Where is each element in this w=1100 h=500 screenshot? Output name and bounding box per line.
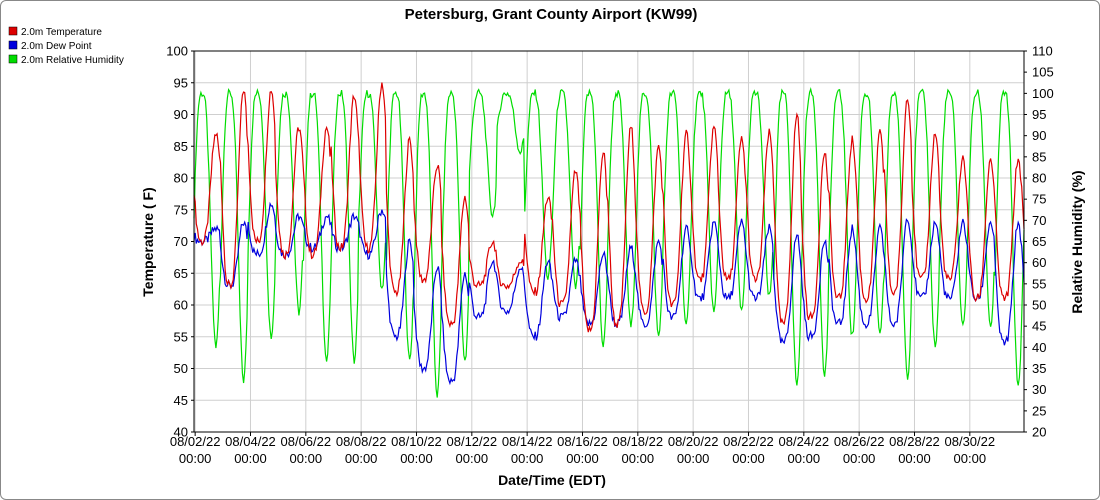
x-axis-label: Date/Time (EDT) [498, 472, 606, 488]
x-tick-date: 08/12/22 [447, 434, 498, 449]
y-right-tick-label: 20 [1032, 425, 1046, 440]
y-right-tick-label: 95 [1032, 107, 1046, 122]
x-tick-time: 00:00 [898, 451, 931, 466]
y-right-tick-label: 75 [1032, 192, 1046, 207]
y-right-tick-label: 90 [1032, 128, 1046, 143]
y-tick-label: 70 [174, 234, 188, 249]
series-line-2 [193, 87, 1025, 398]
x-tick-time: 00:00 [234, 451, 267, 466]
y-right-tick-label: 80 [1032, 171, 1046, 186]
x-tick-date: 08/28/22 [889, 434, 940, 449]
x-tick-date: 08/08/22 [336, 434, 387, 449]
legend-label: 2.0m Relative Humidity [21, 55, 124, 66]
x-tick-date: 08/16/22 [557, 434, 608, 449]
x-tick-time: 00:00 [788, 451, 821, 466]
y-right-tick-label: 60 [1032, 255, 1046, 270]
x-tick-time: 00:00 [732, 451, 765, 466]
legend-swatch [8, 40, 18, 50]
x-tick-date: 08/22/22 [723, 434, 774, 449]
y-right-tick-label: 40 [1032, 340, 1046, 355]
y-axis-label: Temperature ( F) [140, 187, 156, 296]
series-line-1 [193, 201, 1025, 386]
x-tick-date: 08/24/22 [779, 434, 830, 449]
series-layer [193, 82, 1025, 398]
x-tick-date: 08/14/22 [502, 434, 553, 449]
x-tick-date: 08/26/22 [834, 434, 885, 449]
y-right-tick-label: 105 [1032, 65, 1054, 80]
y-right-tick-label: 55 [1032, 276, 1046, 291]
y-right-tick-label: 110 [1032, 44, 1053, 59]
legend: 2.0m Temperature 2.0m Dew Point 2.0m Relat… [8, 26, 124, 66]
x-tick-time: 00:00 [511, 451, 544, 466]
y-right-tick-label: 25 [1032, 403, 1046, 418]
y-axis-right: 20 25 30 35 40 45 50 55 60 65 70 75 80 85 90 95 100 105 11… [1024, 44, 1054, 440]
x-tick-date: 08/10/22 [391, 434, 442, 449]
x-tick-time: 00:00 [290, 451, 323, 466]
y-right-tick-label: 50 [1032, 298, 1046, 313]
y-tick-label: 90 [174, 107, 188, 122]
y-axis-right-label: Relative Humidity (%) [1069, 170, 1085, 313]
chart-title: Petersburg, Grant County Airport (KW99) [405, 6, 698, 23]
y-tick-label: 95 [174, 75, 188, 90]
legend-label: 2.0m Dew Point [21, 41, 92, 52]
y-axis-left: 40 45 50 55 60 65 70 75 80 85 90 95 100 [166, 44, 194, 440]
x-tick-time: 00:00 [456, 451, 489, 466]
y-tick-label: 65 [174, 266, 188, 281]
x-tick-date: 08/02/22 [170, 434, 221, 449]
y-tick-label: 100 [166, 44, 188, 59]
y-right-tick-label: 100 [1032, 86, 1054, 101]
x-axis: 08/02/22 00:00 08/04/22 00:00 08/06/22 00:00 0… [170, 432, 995, 466]
x-tick-time: 00:00 [345, 451, 378, 466]
y-tick-label: 75 [174, 202, 188, 217]
x-tick-date: 08/04/22 [225, 434, 276, 449]
y-right-tick-label: 85 [1032, 149, 1046, 164]
x-tick-time: 00:00 [179, 451, 212, 466]
y-tick-label: 80 [174, 171, 188, 186]
y-right-tick-label: 65 [1032, 234, 1046, 249]
y-tick-label: 85 [174, 139, 188, 154]
y-tick-label: 55 [174, 329, 188, 344]
y-tick-label: 60 [174, 298, 188, 313]
y-right-tick-label: 70 [1032, 213, 1046, 228]
x-tick-time: 00:00 [622, 451, 655, 466]
y-tick-label: 40 [174, 425, 188, 440]
legend-label: 2.0m Temperature [21, 27, 102, 38]
x-tick-date: 08/18/22 [613, 434, 664, 449]
y-right-tick-label: 30 [1032, 382, 1046, 397]
y-right-tick-label: 35 [1032, 361, 1046, 376]
x-tick-date: 08/20/22 [668, 434, 719, 449]
x-tick-time: 00:00 [954, 451, 987, 466]
series-line-0 [193, 82, 1025, 333]
x-tick-time: 00:00 [566, 451, 599, 466]
x-tick-date: 08/30/22 [945, 434, 996, 449]
y-right-tick-label: 45 [1032, 319, 1046, 334]
x-tick-time: 00:00 [677, 451, 710, 466]
x-tick-time: 00:00 [843, 451, 876, 466]
y-tick-label: 50 [174, 361, 188, 376]
x-tick-time: 00:00 [400, 451, 433, 466]
legend-swatch [8, 54, 18, 64]
legend-swatch [8, 26, 18, 36]
x-tick-date: 08/06/22 [281, 434, 332, 449]
y-tick-label: 45 [174, 393, 188, 408]
